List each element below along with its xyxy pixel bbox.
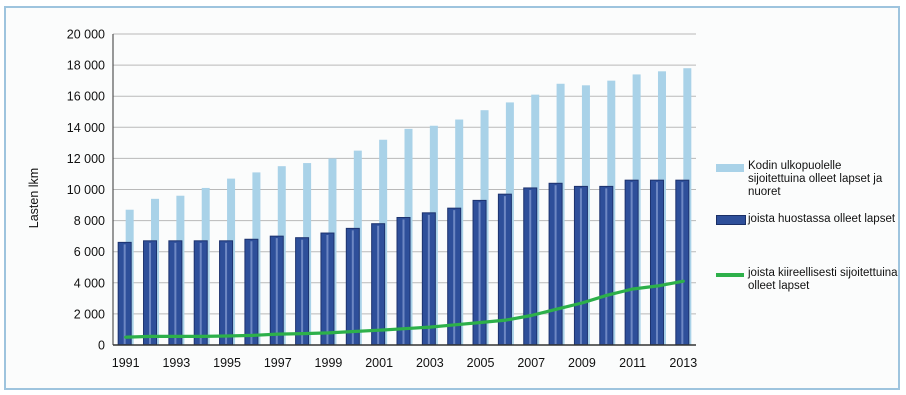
y-axis: 0 2 000 4 000 6 000 8 000 10 000 12 000 14 000 1… [67, 28, 114, 353]
bars [117, 68, 692, 346]
x-tick-label: 2013 [669, 356, 697, 370]
legend-swatch-green [716, 273, 744, 277]
y-tick-label: 20 000 [67, 28, 105, 42]
y-tick-label: 10 000 [67, 183, 105, 197]
x-tick-label: 1991 [112, 356, 140, 370]
y-tick-label: 4 000 [74, 276, 105, 290]
y-tick-label: 6 000 [74, 245, 105, 259]
legend-label: joista kiireellisesti sijoitettuina olle… [748, 267, 898, 292]
legend-label: Kodin ulkopuolelle sijoitettuina olleet … [748, 160, 883, 198]
x-tick-label: 2011 [619, 356, 646, 370]
y-tick-label: 14 000 [67, 121, 105, 135]
x-tick-label: 2003 [416, 356, 444, 370]
legend-swatch-light-blue [716, 164, 744, 172]
x-tick-label: 1997 [264, 356, 292, 370]
y-tick-label: 0 [98, 339, 105, 353]
x-tick-label: 2001 [365, 356, 393, 370]
trend-line [124, 279, 685, 339]
y-tick-label: 2 000 [74, 307, 105, 321]
x-tick-label: 2009 [568, 356, 596, 370]
legend-swatch-dark-blue [716, 215, 746, 225]
y-tick-label: 16 000 [67, 90, 105, 104]
x-tick-label: 2005 [467, 356, 495, 370]
y-tick-label: 8 000 [74, 214, 105, 228]
x-tick-label: 2007 [517, 356, 545, 370]
x-tick-label: 1993 [162, 356, 190, 370]
y-tick-label: 18 000 [67, 59, 105, 73]
y-axis-label: Lasten lkm [27, 168, 41, 228]
x-tick-label: 1999 [315, 356, 343, 370]
x-axis: 1991 1993 1995 1997 1999 2001 2003 2005 2007 2009… [112, 344, 697, 370]
line-kiireellisesti [124, 279, 685, 339]
y-tick-label: 12 000 [67, 152, 105, 166]
legend-label: joista huostassa olleet lapset [748, 213, 896, 225]
x-tick-label: 1995 [213, 356, 241, 370]
